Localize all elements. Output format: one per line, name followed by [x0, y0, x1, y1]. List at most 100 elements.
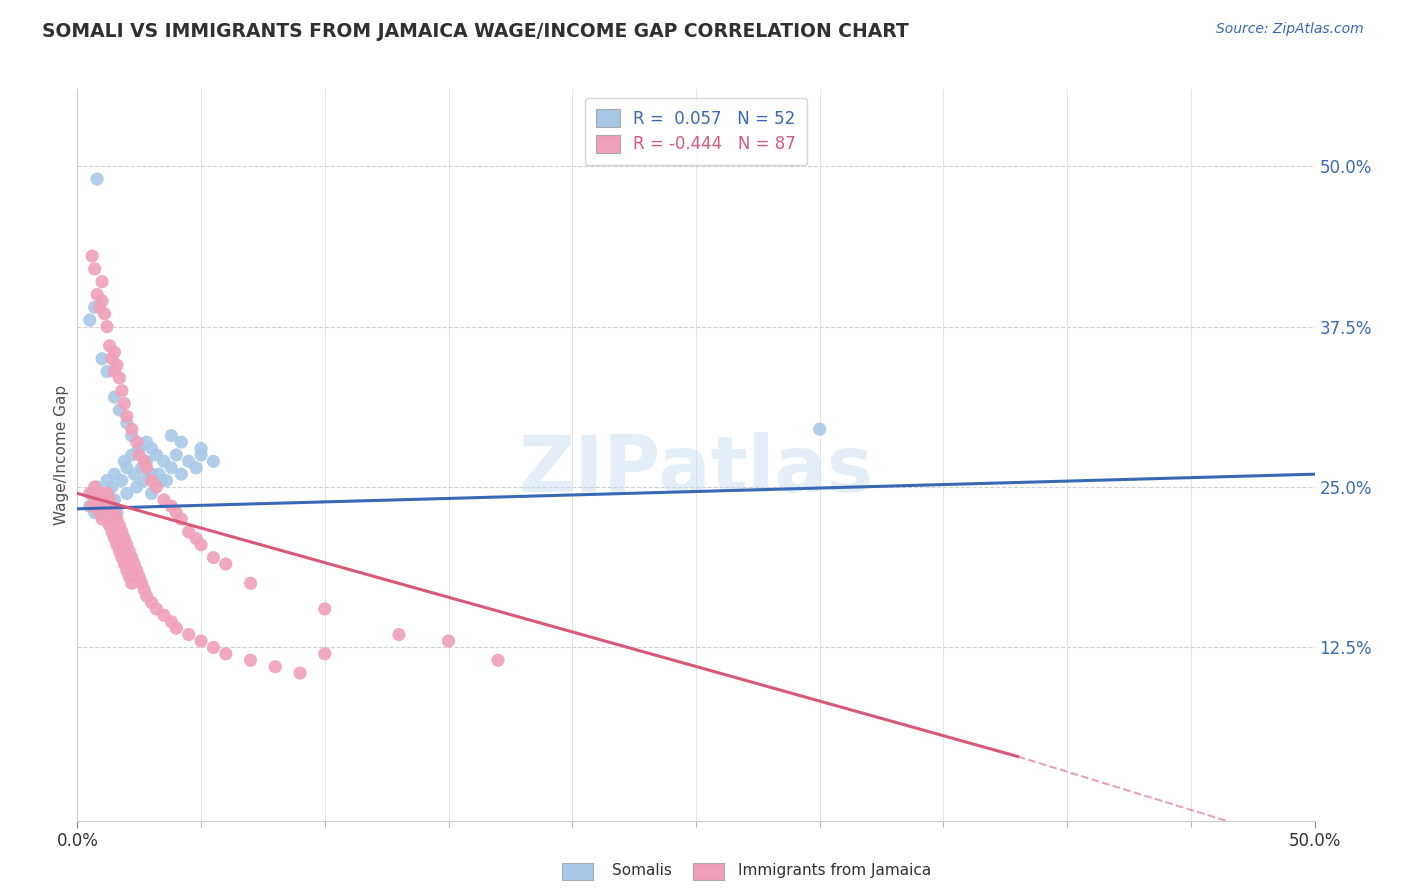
Point: [202, 454, 225, 468]
Point: [91, 351, 114, 366]
Point: [115, 460, 138, 475]
Point: [115, 563, 138, 577]
Point: [134, 454, 156, 468]
Point: [91, 506, 114, 520]
Point: [105, 512, 128, 526]
Point: [184, 532, 207, 546]
Point: [108, 518, 131, 533]
Point: [101, 524, 124, 539]
Point: [150, 474, 173, 488]
Point: [112, 396, 135, 410]
Point: [79, 500, 101, 514]
Point: [153, 492, 176, 507]
Point: [170, 512, 193, 526]
Point: [128, 570, 150, 584]
Point: [115, 486, 138, 500]
Point: [112, 557, 135, 571]
Point: [153, 608, 176, 623]
Y-axis label: Wage/Income Gap: Wage/Income Gap: [53, 384, 69, 525]
Point: [86, 172, 108, 186]
Point: [215, 557, 238, 571]
Point: [83, 301, 105, 315]
Point: [96, 500, 118, 514]
Point: [89, 506, 111, 520]
Point: [202, 640, 225, 655]
Point: [118, 570, 141, 584]
Point: [215, 647, 238, 661]
Point: [93, 307, 115, 321]
Point: [91, 275, 114, 289]
Point: [91, 486, 114, 500]
Point: [264, 659, 287, 673]
Point: [288, 666, 311, 681]
Point: [96, 512, 118, 526]
Point: [135, 589, 157, 603]
Point: [135, 435, 157, 450]
Point: [388, 627, 411, 641]
Point: [111, 550, 134, 565]
Point: [115, 409, 138, 424]
Point: [108, 403, 131, 417]
Point: [125, 480, 148, 494]
Point: [160, 615, 183, 629]
Text: Somalis: Somalis: [612, 863, 672, 878]
Point: [79, 486, 101, 500]
Point: [105, 358, 128, 372]
Point: [96, 486, 118, 500]
Point: [111, 524, 134, 539]
Point: [89, 301, 111, 315]
Text: ZIPatlas: ZIPatlas: [519, 432, 873, 508]
Point: [86, 287, 108, 301]
Point: [155, 474, 177, 488]
Point: [101, 480, 124, 494]
Point: [83, 480, 105, 494]
Point: [202, 550, 225, 565]
Point: [134, 474, 156, 488]
Point: [177, 524, 200, 539]
Point: [160, 500, 183, 514]
Point: [239, 653, 262, 667]
Point: [103, 467, 125, 482]
Point: [103, 492, 125, 507]
Point: [141, 442, 163, 456]
Point: [160, 428, 183, 442]
Point: [177, 454, 200, 468]
Point: [314, 647, 336, 661]
Point: [82, 486, 104, 500]
Point: [103, 532, 125, 546]
Point: [125, 435, 148, 450]
Point: [184, 460, 207, 475]
Point: [122, 557, 145, 571]
Point: [83, 261, 105, 276]
Point: [83, 506, 105, 520]
Point: [128, 448, 150, 462]
Point: [93, 500, 115, 514]
Point: [141, 474, 163, 488]
Point: [145, 480, 167, 494]
Point: [96, 319, 118, 334]
Point: [134, 582, 156, 597]
Point: [103, 506, 125, 520]
Point: [314, 602, 336, 616]
Point: [86, 492, 108, 507]
Point: [112, 532, 135, 546]
Point: [103, 364, 125, 378]
Point: [135, 454, 157, 468]
Point: [239, 576, 262, 591]
Point: [79, 313, 101, 327]
Point: [145, 602, 167, 616]
Point: [128, 442, 150, 456]
Point: [82, 249, 104, 263]
Point: [103, 345, 125, 359]
Point: [103, 390, 125, 404]
Point: [115, 416, 138, 430]
Point: [121, 576, 143, 591]
Point: [98, 518, 121, 533]
Point: [160, 460, 183, 475]
Point: [190, 448, 212, 462]
Text: SOMALI VS IMMIGRANTS FROM JAMAICA WAGE/INCOME GAP CORRELATION CHART: SOMALI VS IMMIGRANTS FROM JAMAICA WAGE/I…: [42, 22, 908, 41]
Point: [105, 506, 128, 520]
Legend: R =  0.057   N = 52, R = -0.444   N = 87: R = 0.057 N = 52, R = -0.444 N = 87: [585, 97, 807, 165]
Point: [98, 492, 121, 507]
Point: [121, 448, 143, 462]
